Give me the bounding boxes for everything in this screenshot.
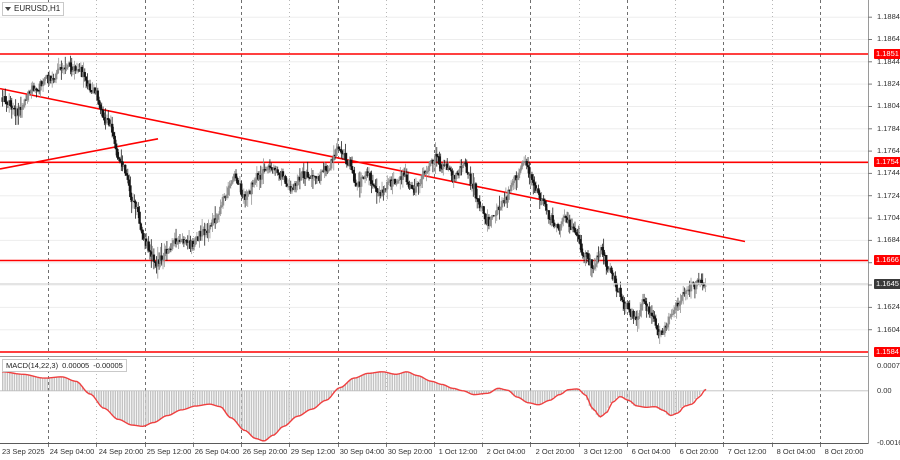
price-level-tag[interactable]: 1.1584 <box>874 347 900 357</box>
price-level-tag[interactable]: 1.1851 <box>874 48 900 59</box>
price-level-tag[interactable]: 1.1754 <box>874 157 900 168</box>
time-axis-tick: 25 Sep 12:00 <box>146 447 192 456</box>
triangle-down-icon[interactable] <box>5 7 11 11</box>
time-axis-tick: 2 Oct 20:00 <box>535 447 575 456</box>
time-axis-tick: 29 Sep 12:00 <box>290 447 336 456</box>
price-axis-tick: 1.1764 <box>877 146 900 156</box>
time-axis-tick: 2 Oct 04:00 <box>486 447 526 456</box>
axis-lines <box>0 0 872 447</box>
time-axis-tick: 6 Oct 04:00 <box>631 447 671 456</box>
time-axis-tick: 26 Sep 20:00 <box>242 447 288 456</box>
symbol-label: EURUSD,H1 <box>14 4 61 13</box>
current-price-tag[interactable]: 1.1645 <box>874 278 900 289</box>
time-axis-tick: 8 Oct 20:00 <box>824 447 864 456</box>
price-axis-tick: 1.1824 <box>877 79 900 89</box>
macd-series <box>0 371 868 442</box>
time-axis-tick: 23 Sep 2025 <box>2 447 45 456</box>
time-axis-tick: 6 Oct 20:00 <box>679 447 719 456</box>
macd-value-signal: -0.00005 <box>93 361 123 370</box>
price-axis-tick: 1.1864 <box>877 34 900 44</box>
trend-lines[interactable] <box>0 87 746 243</box>
price-axis-tick: 1.1804 <box>877 101 900 111</box>
price-axis-tick: 1.1884 <box>877 12 900 22</box>
time-axis-tick: 1 Oct 12:00 <box>438 447 478 456</box>
price-axis-tick: 1.1784 <box>877 123 900 133</box>
time-axis-tick: 7 Oct 12:00 <box>727 447 767 456</box>
symbol-label-box[interactable]: EURUSD,H1 <box>2 2 65 16</box>
time-axis-tick: 24 Sep 20:00 <box>98 447 144 456</box>
price-level-tag[interactable]: 1.1666 <box>874 255 900 266</box>
time-axis-tick: 26 Sep 04:00 <box>194 447 240 456</box>
macd-axis-tick: 0.00 <box>877 385 892 395</box>
price-axis-tick: 1.1724 <box>877 190 900 200</box>
price-axis-tick: 1.1624 <box>877 302 900 312</box>
price-axis-tick: 1.1744 <box>877 168 900 178</box>
time-axis-tick: 8 Oct 04:00 <box>776 447 816 456</box>
price-axis-tick: 1.1704 <box>877 213 900 223</box>
price-axis-tick: 1.1684 <box>877 235 900 245</box>
macd-axis-tick: -0.00162 <box>877 438 900 447</box>
macd-axis-tick: 0.00077 <box>877 361 900 370</box>
horizontal-level-lines[interactable] <box>0 53 868 353</box>
price-axis-tick: 1.1604 <box>877 324 900 334</box>
grid-lines <box>0 0 868 444</box>
price-axis-tick: 1.1844 <box>877 56 900 66</box>
time-axis-tick: 30 Sep 20:00 <box>387 447 433 456</box>
macd-value-main: 0.00005 <box>62 361 90 370</box>
time-axis-tick: 24 Sep 04:00 <box>49 447 95 456</box>
time-axis-tick: 3 Oct 12:00 <box>583 447 623 456</box>
candlestick-series <box>1 55 707 344</box>
macd-indicator-name: MACD(14,22,3) <box>6 361 59 370</box>
time-axis-tick: 30 Sep 04:00 <box>339 447 385 456</box>
macd-indicator-label-box[interactable]: MACD(14,22,3) 0.00005 -0.00005 <box>2 359 127 372</box>
